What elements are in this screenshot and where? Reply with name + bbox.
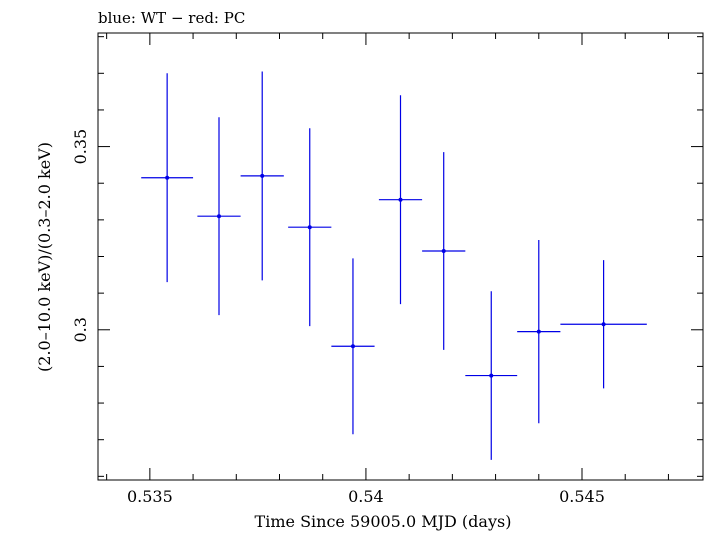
point-marker (601, 322, 606, 327)
data-point (288, 128, 332, 327)
point-marker (536, 329, 541, 334)
axis-ticks: 0.535 0.54 0.545 0.3 0.35 (71, 33, 703, 506)
data-point (422, 152, 466, 350)
point-marker (398, 197, 403, 202)
data-point (141, 73, 194, 283)
data-point (331, 258, 375, 435)
point-marker (165, 175, 170, 180)
data-point (197, 117, 241, 316)
point-marker (489, 373, 494, 378)
y-axis-label: (2.0–10.0 keV)/(0.3–2.0 keV) (35, 142, 54, 372)
point-marker (307, 225, 312, 230)
y-tick-label: 0.3 (71, 317, 90, 342)
data-point (517, 240, 561, 424)
x-tick-label: 0.535 (127, 487, 173, 506)
chart-title: blue: WT − red: PC (98, 9, 245, 27)
x-axis-label: Time Since 59005.0 MJD (days) (255, 512, 512, 531)
point-marker (350, 344, 355, 349)
data-point (560, 260, 647, 389)
data-point (378, 95, 423, 305)
data-point (240, 71, 284, 281)
x-tick-label: 0.545 (559, 487, 605, 506)
data-point (465, 291, 518, 460)
data-points (141, 71, 647, 460)
point-marker (217, 214, 221, 219)
x-tick-label: 0.54 (348, 487, 384, 506)
point-marker (260, 173, 265, 178)
y-tick-label: 0.35 (71, 129, 90, 165)
point-marker (441, 249, 446, 254)
